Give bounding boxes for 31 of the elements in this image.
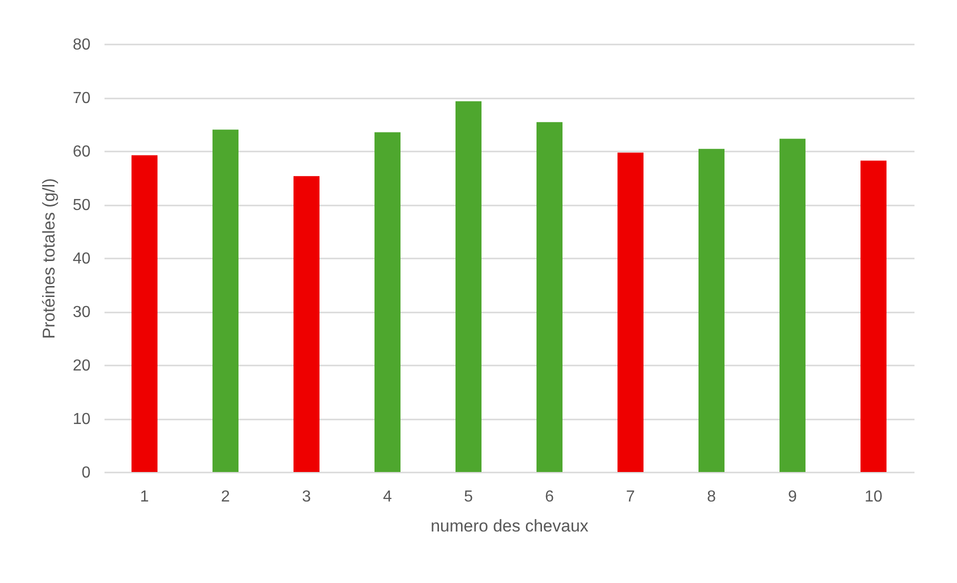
y-tick-label: 30 bbox=[72, 304, 91, 321]
y-tick-label: 70 bbox=[72, 90, 91, 107]
y-axis-title: Protéines totales (g/l) bbox=[40, 178, 59, 339]
bar bbox=[374, 132, 400, 472]
y-tick-label: 50 bbox=[72, 197, 91, 214]
bar bbox=[860, 160, 886, 472]
x-tick-label: 4 bbox=[383, 488, 392, 506]
x-tick-label: 7 bbox=[626, 488, 636, 506]
y-tick-label: 80 bbox=[72, 36, 91, 54]
bar bbox=[132, 155, 158, 472]
x-tick-label: 5 bbox=[464, 488, 474, 506]
bar bbox=[212, 130, 238, 472]
y-tick-label: 20 bbox=[72, 358, 91, 374]
bar bbox=[456, 101, 482, 472]
bar bbox=[698, 148, 724, 472]
y-tick-label: 60 bbox=[72, 144, 91, 160]
x-tick-label: 1 bbox=[140, 488, 150, 506]
x-tick-label: 9 bbox=[788, 488, 798, 506]
y-tick-label: 0 bbox=[82, 464, 91, 482]
y-tick-label: 10 bbox=[72, 411, 91, 428]
bar bbox=[780, 138, 806, 472]
x-tick-label: 2 bbox=[221, 488, 230, 506]
x-tick-label: 10 bbox=[864, 488, 882, 506]
bar bbox=[294, 176, 320, 472]
bar bbox=[536, 122, 562, 472]
y-tick-label: 40 bbox=[72, 250, 91, 268]
x-tick-label: 8 bbox=[707, 488, 716, 506]
x-axis-title: numero des chevaux bbox=[430, 516, 589, 536]
x-tick-label: 3 bbox=[302, 488, 312, 506]
bar bbox=[618, 152, 644, 472]
x-tick-label: 6 bbox=[545, 488, 554, 506]
